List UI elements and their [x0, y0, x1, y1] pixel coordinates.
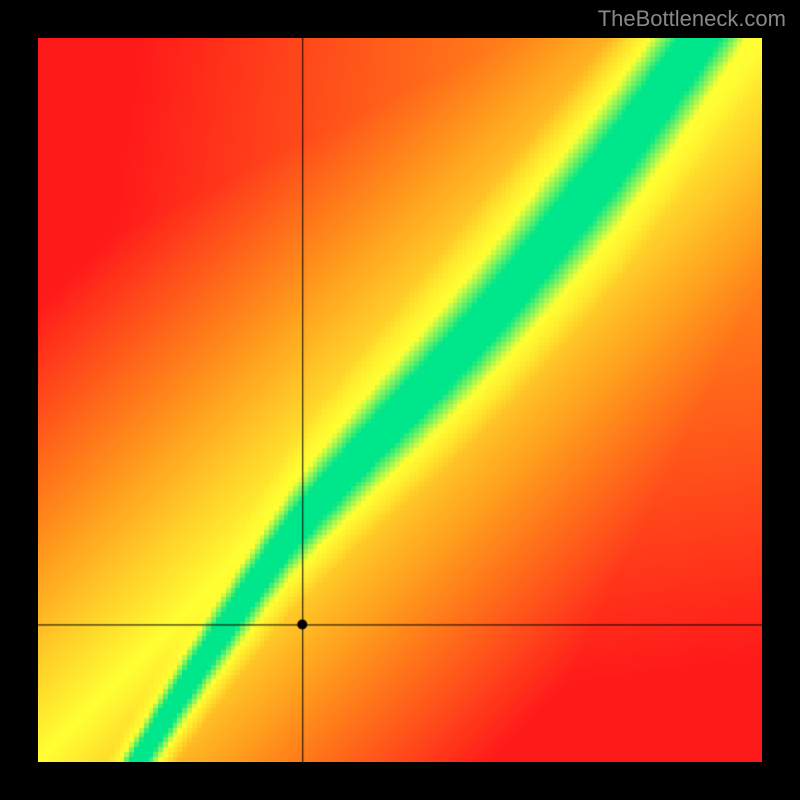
heatmap-canvas — [38, 38, 762, 762]
bottleneck-heatmap — [38, 38, 762, 762]
watermark-text: TheBottleneck.com — [598, 6, 786, 32]
